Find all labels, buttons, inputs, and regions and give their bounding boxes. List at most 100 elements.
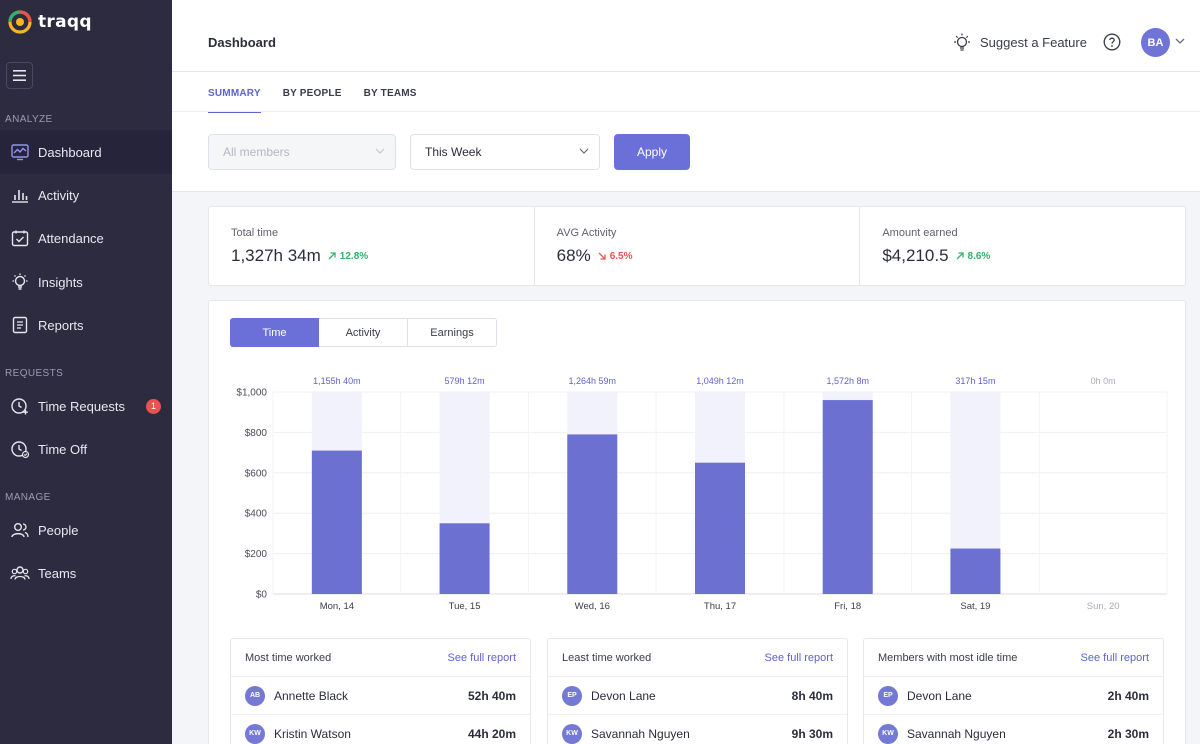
sidebar-item-dashboard[interactable]: Dashboard [0,130,172,174]
table-title: Members with most idle time [878,651,1018,664]
app-name: traqq [38,12,92,32]
section-label-manage: MANAGE [5,492,51,503]
suggest-feature-label: Suggest a Feature [980,34,1087,50]
chart-metric-toggle: Time Activity Earnings [230,318,497,347]
most-time-worked-table: Most time worked See full report AB Anne… [230,638,531,744]
member-name: Devon Lane [591,688,656,703]
y-tick-label: $600 [245,468,268,479]
app-logo[interactable]: traqq [8,10,92,34]
sidebar-item-label: Time Off [38,441,88,457]
help-button[interactable] [1103,33,1121,56]
section-label-analyze: ANALYZE [5,114,53,125]
member-time: 44h 20m [467,726,516,741]
lightbulb-icon [954,33,970,51]
sidebar-item-label: Teams [38,565,77,581]
avatar: KW [245,723,265,744]
suggest-feature-button[interactable]: Suggest a Feature [952,32,1087,52]
apply-button[interactable]: Apply [614,134,690,170]
stat-amount-earned: Amount earned $4,210.5 8.6% [860,207,1185,285]
bar [311,450,362,594]
member-time: 9h 30m [791,726,833,741]
tab-by-teams[interactable]: BY TEAMS [363,88,417,99]
teams-icon [10,566,30,580]
chevron-down-icon[interactable] [1175,38,1185,44]
sidebar-item-time-off[interactable]: Time Off [0,427,172,471]
least-time-worked-table: Least time worked See full report EP Dev… [547,638,848,744]
y-tick-label: $200 [245,549,268,560]
sidebar-item-activity[interactable]: Activity [0,173,172,217]
table-title: Least time worked [562,651,652,664]
bar-top-label: 1,049h 12m [696,376,744,386]
calendar-check-icon [11,230,29,247]
stats-row: Total time 1,327h 34m 12.8% AVG Activity… [208,206,1186,286]
member-time: 8h 40m [791,688,833,703]
tab-summary[interactable]: SUMMARY [208,88,261,113]
report-icon [12,316,28,334]
clock-plus-icon [11,398,28,415]
sidebar-item-time-requests[interactable]: Time Requests 1 [0,384,172,428]
member-name: Annette Black [274,688,349,703]
sidebar-item-teams[interactable]: Teams [0,551,172,595]
see-full-report-link[interactable]: See full report [1080,651,1149,664]
sidebar-item-attendance[interactable]: Attendance [0,216,172,260]
section-label-requests: REQUESTS [5,368,64,379]
stat-delta: 6.5% [597,251,633,262]
toggle-time[interactable]: Time [230,318,319,347]
table-row[interactable]: EP Devon Lane 2h 40m [864,677,1163,715]
member-time: 2h 40m [1107,688,1149,703]
dashboard-icon [11,144,29,161]
page-title: Dashboard [208,35,276,50]
sidebar-item-label: Attendance [38,230,104,246]
chevron-down-icon [375,148,385,154]
sidebar-item-label: Time Requests [38,398,125,414]
see-full-report-link[interactable]: See full report [447,651,516,664]
stat-value: $4,210.5 [882,246,949,265]
top-header: Dashboard Suggest a Feature BA [172,0,1200,72]
sidebar-item-people[interactable]: People [0,508,172,552]
bar-chart-icon [12,190,28,203]
sidebar-item-reports[interactable]: Reports [0,303,172,347]
clock-check-icon [11,441,30,459]
toggle-earnings[interactable]: Earnings [408,318,497,347]
sidebar-item-label: Activity [38,187,80,203]
x-tick-label: Wed, 16 [575,601,610,612]
table-row[interactable]: KW Savannah Nguyen 9h 30m [548,715,847,744]
stat-value: 1,327h 34m [231,246,321,265]
most-idle-time-table: Members with most idle time See full rep… [863,638,1164,744]
y-tick-label: $1,000 [236,388,267,399]
avatar: EP [878,685,898,706]
period-select[interactable]: This Week [410,134,600,170]
table-row[interactable]: AB Annette Black 52h 40m [231,677,530,715]
bar [695,462,745,594]
see-full-report-link[interactable]: See full report [764,651,833,664]
members-select[interactable]: All members [208,134,396,170]
y-tick-label: $800 [245,428,268,439]
member-name: Savannah Nguyen [591,726,690,741]
user-avatar[interactable]: BA [1141,28,1170,57]
sidebar-item-label: Dashboard [38,144,102,160]
stat-delta: 8.6% [955,251,990,262]
menu-toggle-button[interactable] [6,62,33,89]
stat-label: Total time [231,227,279,239]
sidebar-item-label: Insights [38,274,83,290]
view-tabs: SUMMARY BY PEOPLE BY TEAMS [208,88,417,113]
table-row[interactable]: EP Devon Lane 8h 40m [548,677,847,715]
tab-by-people[interactable]: BY PEOPLE [282,88,342,99]
avatar: EP [562,685,582,706]
x-tick-label: Thu, 17 [704,601,736,612]
member-name: Savannah Nguyen [907,726,1006,741]
bar-top-label: 0h 0m [1091,376,1116,386]
table-row[interactable]: KW Kristin Watson 44h 20m [231,715,530,744]
stat-label: AVG Activity [556,227,617,239]
sidebar-item-insights[interactable]: Insights [0,260,172,304]
avatar: AB [245,685,265,706]
y-tick-label: $0 [256,590,268,601]
table-row[interactable]: KW Savannah Nguyen 2h 30m [864,715,1163,744]
sidebar: traqq ANALYZE Dashboard Activity Attenda… [0,0,172,744]
toggle-activity[interactable]: Activity [319,318,408,347]
stat-label: Amount earned [882,227,958,239]
filter-band: SUMMARY BY PEOPLE BY TEAMS All members T… [172,72,1200,192]
avatar: KW [878,723,898,744]
x-tick-label: Sun, 20 [1087,601,1120,612]
bar [950,548,1001,594]
